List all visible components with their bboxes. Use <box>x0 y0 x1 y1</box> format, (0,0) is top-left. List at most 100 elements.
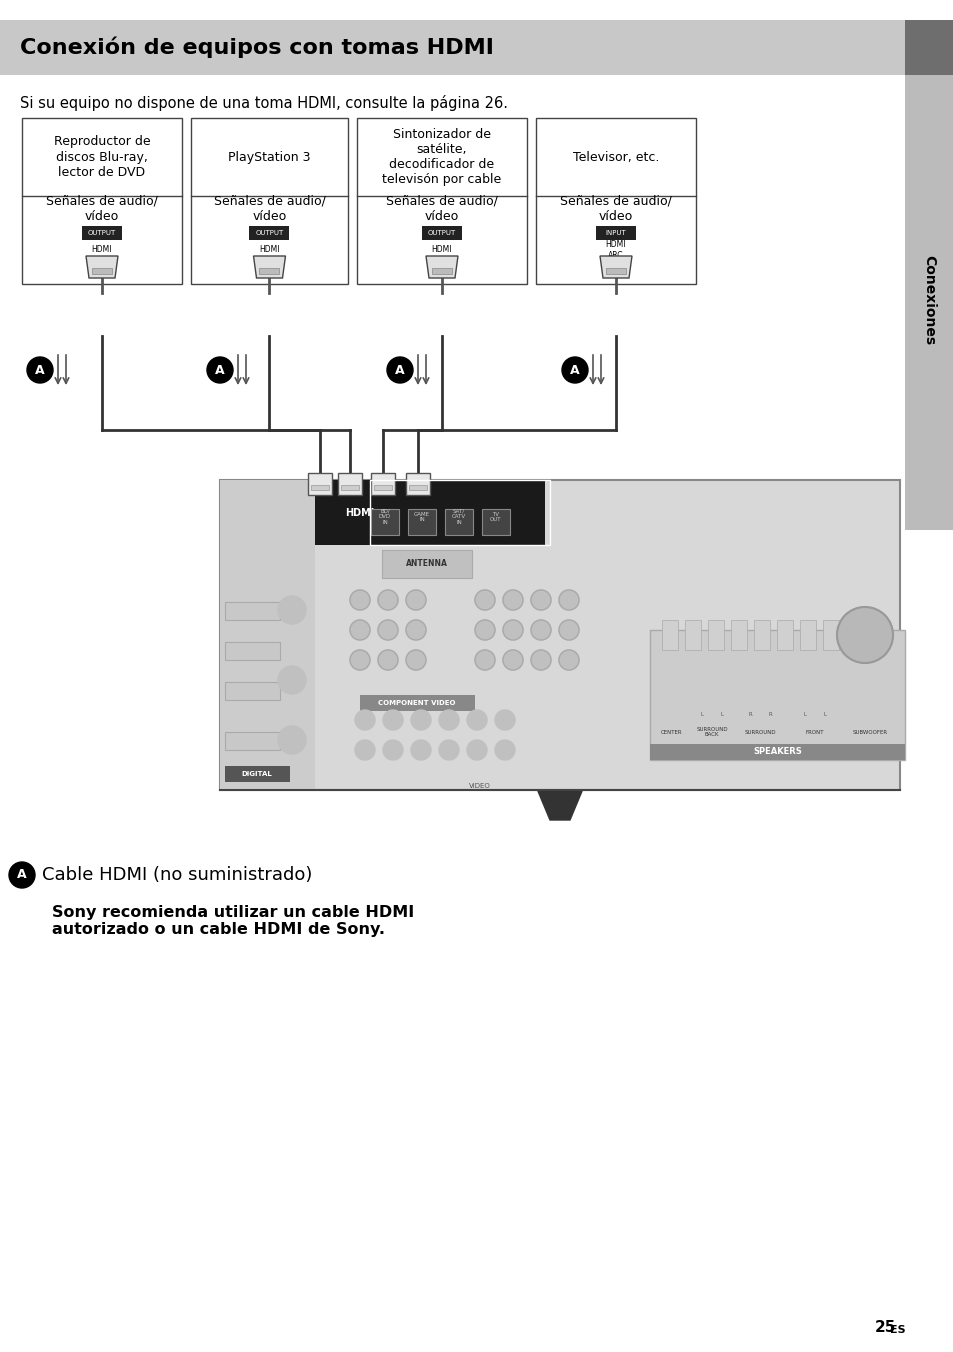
Text: OUTPUT: OUTPUT <box>255 230 283 237</box>
Bar <box>82 226 122 241</box>
Bar <box>536 118 696 284</box>
Text: L: L <box>720 711 722 717</box>
Bar <box>868 621 884 650</box>
Circle shape <box>438 740 458 760</box>
Bar <box>904 20 953 74</box>
Text: A: A <box>215 364 225 376</box>
Text: SAT/
CATV
IN: SAT/ CATV IN <box>452 508 466 526</box>
Circle shape <box>467 740 486 760</box>
Text: ES: ES <box>889 1325 904 1334</box>
Text: COMPONENT VIDEO: COMPONENT VIDEO <box>377 700 456 706</box>
Bar <box>649 630 904 760</box>
Bar <box>225 602 280 621</box>
Text: DIGITAL: DIGITAL <box>241 771 273 777</box>
Circle shape <box>277 596 306 625</box>
Circle shape <box>531 589 551 610</box>
Circle shape <box>355 740 375 760</box>
Bar <box>684 621 700 650</box>
Text: SPEAKERS: SPEAKERS <box>752 748 801 757</box>
Bar <box>649 744 904 760</box>
Text: Señales de audio/
vídeo: Señales de audio/ vídeo <box>46 195 158 223</box>
Circle shape <box>475 650 495 671</box>
Bar <box>311 485 329 489</box>
Circle shape <box>561 357 587 383</box>
Bar <box>22 118 182 284</box>
Text: INPUT: INPUT <box>605 230 626 237</box>
Bar <box>340 485 358 489</box>
Text: GAME
IN: GAME IN <box>414 511 430 522</box>
Text: TV
OUT: TV OUT <box>490 511 501 522</box>
Text: FRONT: FRONT <box>805 730 823 734</box>
Polygon shape <box>599 256 631 279</box>
Bar <box>220 480 314 790</box>
Circle shape <box>495 740 515 760</box>
Text: CENTER: CENTER <box>660 730 682 734</box>
Circle shape <box>350 650 370 671</box>
Text: VIDEO: VIDEO <box>469 783 491 790</box>
Bar <box>381 550 472 579</box>
Bar <box>730 621 746 650</box>
Circle shape <box>406 589 426 610</box>
Text: ANTENNA: ANTENNA <box>406 560 448 568</box>
Bar <box>707 621 723 650</box>
Bar <box>0 20 904 74</box>
Text: Si su equipo no dispone de una toma HDMI, consulte la página 26.: Si su equipo no dispone de una toma HDMI… <box>20 95 507 111</box>
Polygon shape <box>426 256 457 279</box>
Circle shape <box>502 621 522 639</box>
Bar <box>661 621 678 650</box>
Circle shape <box>502 589 522 610</box>
Bar <box>845 621 862 650</box>
Bar <box>444 508 473 535</box>
Text: SURROUND
BACK: SURROUND BACK <box>696 726 727 737</box>
Bar <box>308 473 332 495</box>
Text: R: R <box>747 711 751 717</box>
Circle shape <box>411 710 431 730</box>
Text: HDMI: HDMI <box>432 246 452 254</box>
Circle shape <box>382 740 402 760</box>
Text: A: A <box>17 868 27 882</box>
Circle shape <box>277 667 306 694</box>
Circle shape <box>475 589 495 610</box>
Text: OUTPUT: OUTPUT <box>428 230 456 237</box>
Bar <box>776 621 792 650</box>
Text: OUTPUT: OUTPUT <box>88 230 116 237</box>
Circle shape <box>350 589 370 610</box>
Bar <box>370 480 550 545</box>
Text: A: A <box>570 364 579 376</box>
Text: Señales de audio/
vídeo: Señales de audio/ vídeo <box>386 195 497 223</box>
Bar <box>605 268 625 274</box>
Bar <box>432 268 452 274</box>
Circle shape <box>411 740 431 760</box>
Text: Cable HDMI (no suministrado): Cable HDMI (no suministrado) <box>42 867 312 884</box>
Text: L: L <box>822 711 825 717</box>
Circle shape <box>9 863 35 888</box>
Text: Conexiones: Conexiones <box>921 256 935 345</box>
Circle shape <box>558 621 578 639</box>
Circle shape <box>207 357 233 383</box>
Polygon shape <box>537 790 582 821</box>
Bar <box>356 118 526 284</box>
Text: 25: 25 <box>874 1320 896 1334</box>
Bar <box>409 485 427 489</box>
Polygon shape <box>86 256 118 279</box>
Bar <box>753 621 769 650</box>
Bar <box>337 473 361 495</box>
Bar <box>250 226 289 241</box>
Circle shape <box>438 710 458 730</box>
Bar <box>91 268 112 274</box>
Bar <box>406 473 430 495</box>
Text: Reproductor de
discos Blu-ray,
lector de DVD: Reproductor de discos Blu-ray, lector de… <box>53 135 151 178</box>
Text: HDMI: HDMI <box>259 246 279 254</box>
Bar <box>421 226 461 241</box>
Text: L: L <box>700 711 702 717</box>
Circle shape <box>277 726 306 754</box>
Bar <box>822 621 838 650</box>
Text: Sony recomienda utilizar un cable HDMI
autorizado o un cable HDMI de Sony.: Sony recomienda utilizar un cable HDMI a… <box>52 904 414 937</box>
Circle shape <box>350 621 370 639</box>
Bar <box>225 642 280 660</box>
Circle shape <box>467 710 486 730</box>
Circle shape <box>558 589 578 610</box>
Bar <box>371 508 398 535</box>
Text: SURROUND: SURROUND <box>743 730 775 734</box>
Circle shape <box>406 650 426 671</box>
